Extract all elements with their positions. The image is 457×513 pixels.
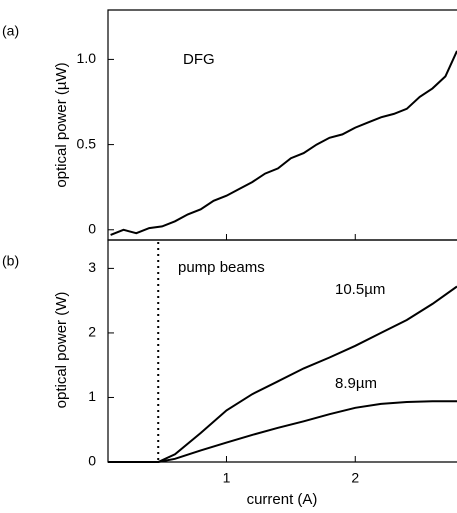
data-line (110, 50, 457, 236)
series-label: 10.5µm (335, 281, 385, 298)
x-axis-label: current (A) (247, 491, 318, 508)
annotation: pump beams (178, 259, 265, 276)
x-tick-label: 1 (223, 470, 231, 486)
panel-label: (b) (2, 253, 19, 269)
y-tick-label: 0 (88, 220, 96, 236)
y-tick-label: 0.5 (77, 135, 97, 151)
y-tick-label: 2 (88, 324, 96, 340)
y-axis-label: optical power (µW) (53, 62, 70, 187)
x-tick-label: 2 (351, 470, 359, 486)
panel-label: (a) (2, 23, 19, 39)
y-tick-label: 1 (88, 388, 96, 404)
axes-frame (107, 239, 457, 463)
series-label: 8.9µm (335, 375, 377, 392)
axes-frame (107, 9, 457, 241)
y-axis-label: optical power (W) (53, 292, 70, 409)
y-tick-label: 0 (88, 453, 96, 469)
data-line (108, 400, 457, 463)
data-line (108, 285, 457, 463)
annotation: DFG (183, 51, 215, 68)
y-tick-label: 1.0 (77, 50, 97, 66)
y-tick-label: 3 (88, 259, 96, 275)
